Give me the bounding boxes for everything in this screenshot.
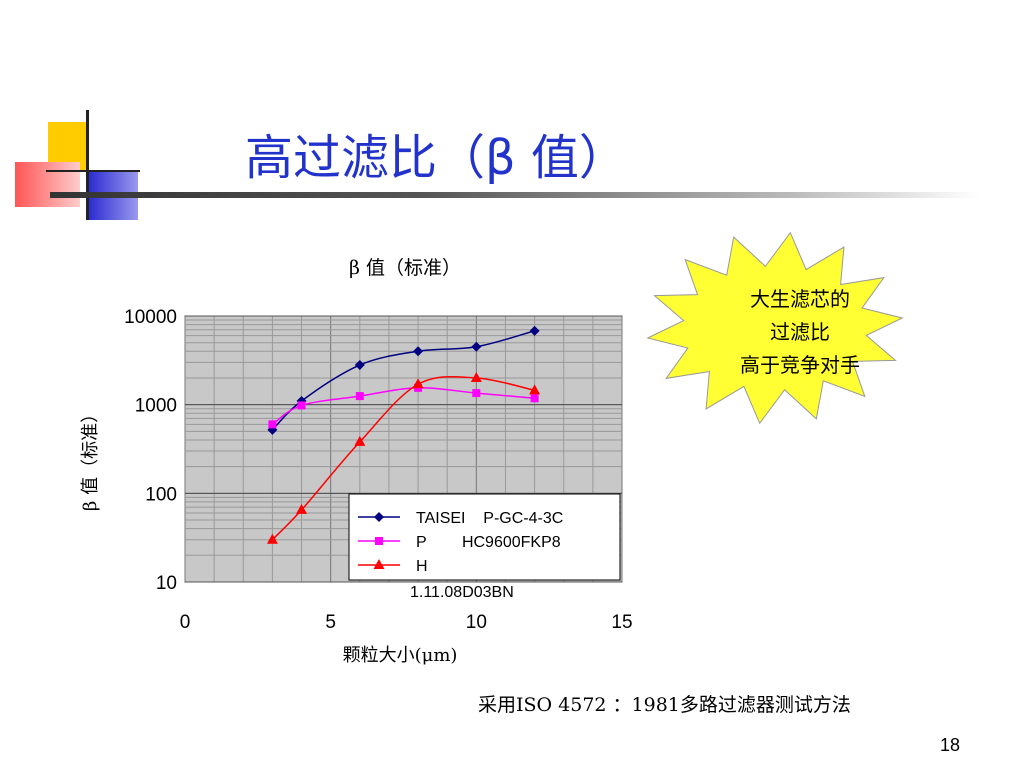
data-point-series-0 — [413, 346, 424, 357]
legend-series-h-code: 1.11.08D03BN — [410, 584, 514, 601]
data-point-series-0 — [471, 341, 482, 352]
legend-marker-1 — [375, 537, 383, 545]
deco-horizontal-line — [46, 170, 140, 172]
data-point-series-1 — [530, 394, 539, 403]
legend-label-1: P HC9600FKP8 — [416, 534, 561, 551]
legend-marker-0 — [374, 512, 384, 522]
callout-starburst — [646, 231, 904, 425]
page-number: 18 — [940, 735, 961, 755]
legend-marker-2 — [373, 559, 385, 569]
starburst-shape — [646, 231, 904, 425]
series — [266, 325, 541, 544]
legend-items: TAISEI P-GC-4-3C P HC9600FKP8 H — [358, 510, 563, 575]
x-tick-label: 0 — [180, 612, 191, 633]
legend-label-0: TAISEI P-GC-4-3C — [416, 510, 563, 527]
data-point-series-2 — [296, 503, 308, 514]
y-tick-label: 10000 — [124, 307, 177, 328]
x-tick-labels: 0 5 10 15 — [180, 612, 633, 633]
data-point-series-0 — [529, 325, 540, 336]
data-point-series-2 — [412, 378, 424, 389]
y-axis-label: β 值（标准） — [80, 405, 101, 511]
data-point-series-1 — [297, 401, 306, 410]
y-tick-labels: 10 100 1000 10000 — [124, 307, 177, 594]
callout-line-1: 大生滤芯的 — [750, 287, 850, 311]
deco-white-square — [88, 122, 138, 170]
x-tick-label: 10 — [466, 612, 487, 633]
title-underline — [50, 192, 980, 198]
data-point-series-2 — [529, 384, 541, 395]
x-axis-label: 颗粒大小(μm) — [343, 645, 458, 666]
slide-title: 高过滤比（β 值） — [245, 130, 627, 186]
callout-line-2: 过滤比 — [770, 320, 830, 344]
test-method-footnote: 采用ISO 4572 ：1981多路过滤器测试方法 — [478, 694, 851, 716]
y-tick-label: 100 — [145, 484, 177, 505]
y-tick-label: 10 — [156, 573, 177, 594]
data-point-series-2 — [470, 371, 482, 382]
callout-line-3: 高于竞争对手 — [740, 353, 860, 377]
data-point-series-1 — [268, 420, 277, 429]
y-tick-label: 1000 — [135, 396, 177, 417]
data-point-series-0 — [354, 360, 365, 371]
legend-label-2: H — [416, 558, 428, 575]
data-point-series-1 — [472, 389, 481, 398]
chart-title: β 值（标准） — [349, 257, 461, 279]
data-point-series-1 — [355, 392, 364, 401]
data-point-series-2 — [266, 533, 278, 544]
x-tick-label: 15 — [611, 612, 632, 633]
deco-red-square — [15, 162, 80, 207]
x-tick-label: 5 — [325, 612, 336, 633]
deco-vertical-line — [86, 110, 89, 220]
data-point-series-2 — [354, 435, 366, 446]
legend: TAISEI P-GC-4-3C P HC9600FKP8 H — [348, 493, 621, 581]
